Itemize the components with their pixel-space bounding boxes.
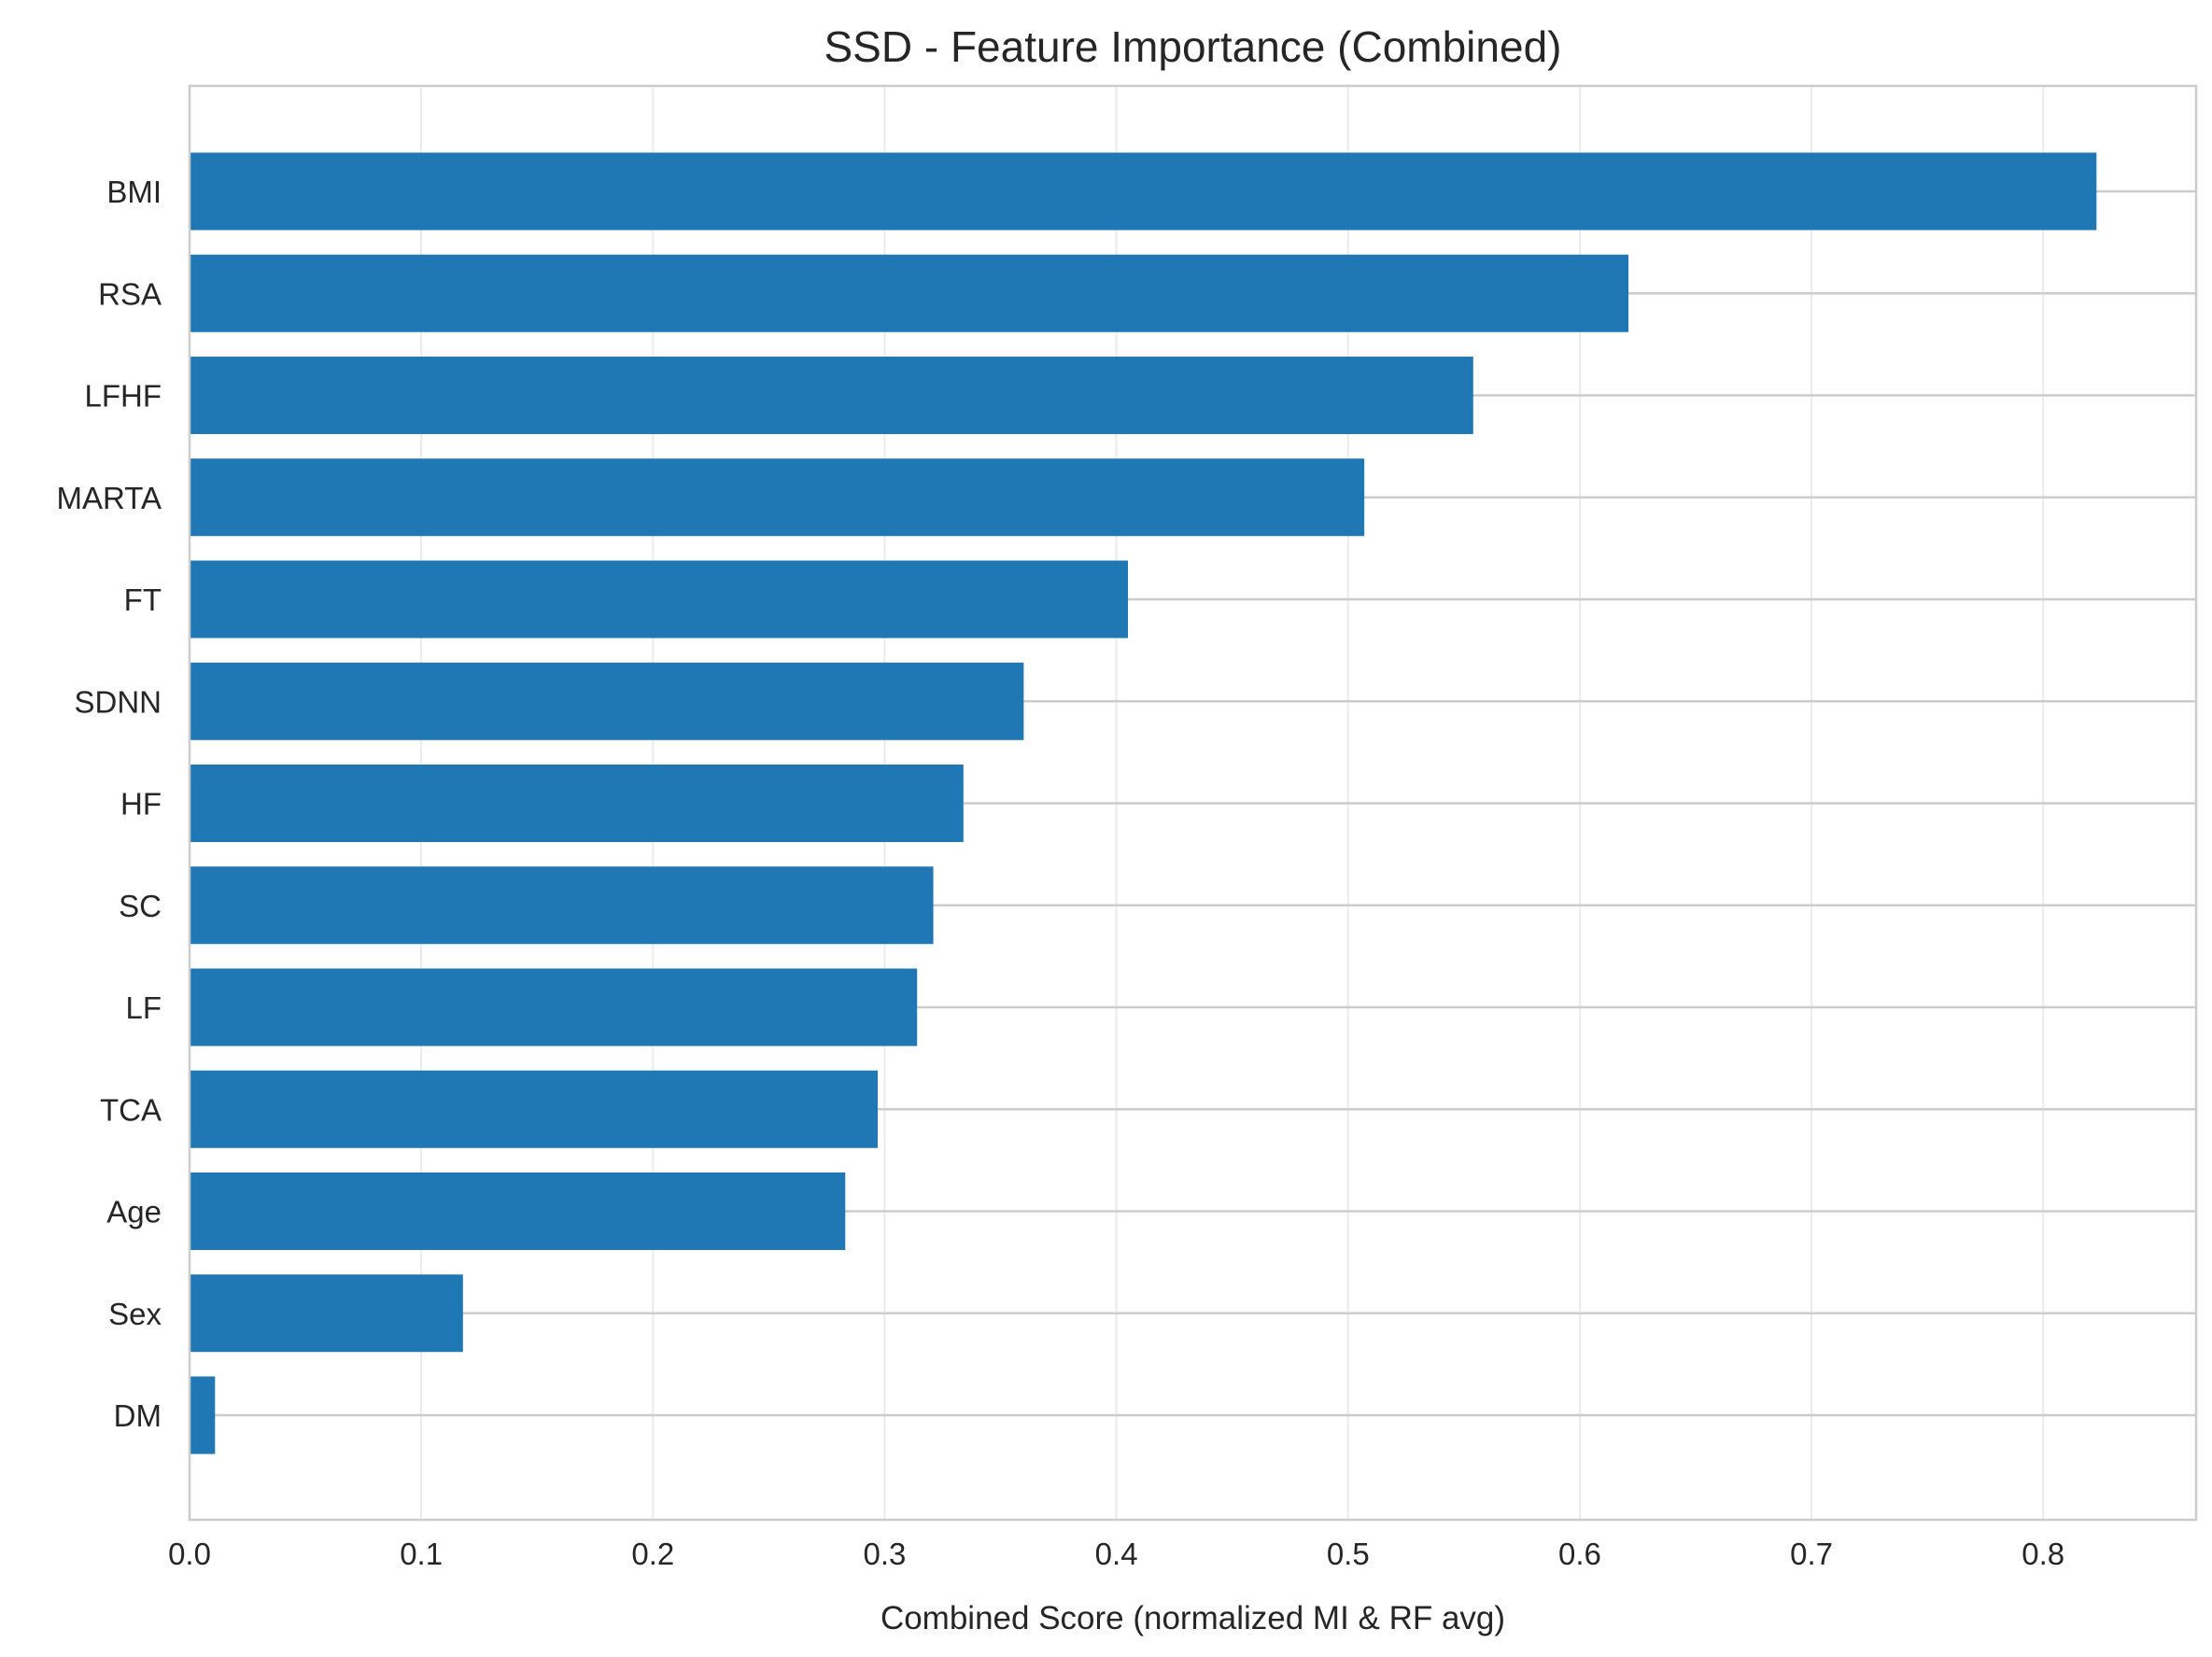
chart-title: SSD - Feature Importance (Combined) — [824, 22, 1562, 71]
y-tick-label: Age — [106, 1195, 162, 1229]
y-tick-label: MARTA — [57, 481, 162, 515]
y-tick-label: TCA — [100, 1092, 162, 1127]
bar-bmi — [190, 152, 2097, 231]
y-tick-label: Sex — [108, 1297, 162, 1331]
x-tick-label: 0.0 — [168, 1537, 211, 1571]
bar-hf — [190, 765, 964, 842]
bar-ft — [190, 560, 1129, 639]
bar-sex — [190, 1274, 463, 1353]
x-tick-labels: 0.0 0.1 0.2 0.3 0.4 0.5 0.6 0.7 0.8 — [168, 1537, 2064, 1571]
x-tick-label: 0.5 — [1327, 1537, 1370, 1571]
plot-frame — [188, 84, 2198, 1522]
x-tick-label: 0.2 — [631, 1537, 674, 1571]
y-tick-label: HF — [120, 787, 162, 821]
bar-sc — [190, 866, 934, 945]
bar-marta — [190, 458, 1365, 537]
y-tick-label: DM — [114, 1398, 162, 1433]
bars — [190, 152, 2097, 1454]
bar-sdnn — [190, 662, 1024, 740]
x-tick-label: 0.1 — [400, 1537, 443, 1571]
y-tick-label: LFHF — [85, 379, 162, 414]
bar-tca — [190, 1070, 879, 1148]
y-tick-label: BMI — [106, 175, 162, 209]
bar-age — [190, 1173, 846, 1250]
y-tick-label: SDNN — [74, 684, 162, 719]
x-tick-label: 0.8 — [2022, 1537, 2064, 1571]
y-tick-label: LF — [125, 990, 162, 1025]
bar-dm — [190, 1376, 216, 1454]
x-tick-label: 0.7 — [1790, 1537, 1833, 1571]
bar-lf — [190, 968, 918, 1046]
bar-rsa — [190, 254, 1629, 332]
y-tick-labels: BMI RSA LFHF MARTA FT SDNN HF SC LF TCA Age Sex DM — [57, 175, 162, 1433]
bar-lfhf — [190, 357, 1473, 434]
x-axis-label: Combined Score (normalized MI & RF avg) — [881, 1600, 1505, 1636]
y-tick-label: FT — [124, 583, 162, 617]
x-tick-label: 0.3 — [864, 1537, 907, 1571]
x-tick-label: 0.6 — [1558, 1537, 1601, 1571]
y-tick-label: RSA — [98, 276, 162, 311]
x-tick-label: 0.4 — [1095, 1537, 1138, 1571]
y-tick-label: SC — [119, 889, 162, 923]
